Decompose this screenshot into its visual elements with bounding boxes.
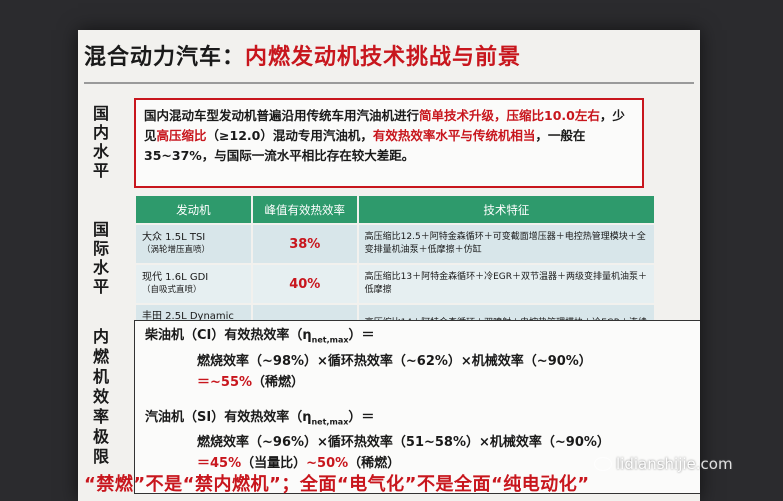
domestic-level-label: 国 内 水 平 bbox=[78, 96, 124, 188]
bottom-slogan: “禁燃”不是“禁内燃机”；全面“电气化”不是全面“纯电动化” bbox=[84, 474, 590, 495]
engine-type: （涡轮增压直喷） bbox=[142, 245, 211, 255]
title-divider bbox=[84, 82, 694, 84]
title-part1: 混合动力汽车： bbox=[84, 45, 246, 70]
wechat-icon bbox=[594, 457, 612, 471]
label-char: 内 bbox=[92, 327, 109, 346]
header-features: 技术特征 bbox=[357, 196, 657, 224]
si-heading: 汽油机（SI）有效热效率（ηnet,max）＝ bbox=[145, 409, 375, 427]
table-row: 大众 1.5L TSI （涡轮增压直喷） 38% 高压缩比12.5＋阿特金森循环＋… bbox=[136, 223, 657, 264]
label-char: 燃 bbox=[92, 347, 109, 366]
label-char: 平 bbox=[92, 277, 109, 296]
domestic-text: 国内混动车型发动机普遍沿用传统车用汽油机进行 bbox=[144, 108, 420, 123]
si-head-text: 汽油机（SI）有效热效率（η bbox=[145, 409, 312, 425]
table-row: 现代 1.6L GDI （自吸式直喷） 40% 高压缩比13＋阿特金森循环＋冷EG… bbox=[136, 263, 657, 304]
label-char: 内 bbox=[92, 123, 109, 142]
engine-name: 现代 1.6L GDI bbox=[142, 272, 209, 283]
slide: 混合动力汽车：内燃发动机技术挑战与前景 国 内 水 平 国内混动车型发动机普遍沿… bbox=[78, 30, 700, 501]
ci-equation: 燃烧效率（~98%）×循环热效率（~62%）×机械效率（~90%） bbox=[197, 353, 592, 369]
engine-type: （自吸式直喷） bbox=[142, 285, 202, 295]
spacer bbox=[145, 393, 700, 407]
label-char: 际 bbox=[92, 239, 109, 258]
label-char: 水 bbox=[92, 142, 109, 161]
label-char: 率 bbox=[92, 407, 109, 426]
watermark: lidianshijie.com bbox=[594, 452, 733, 476]
feature-cell: 高压缩比13＋阿特金森循环＋冷EGR＋双节温器＋两级变排量机油泵＋低摩擦 bbox=[357, 263, 657, 304]
ci-tail-text: ）＝ bbox=[348, 328, 375, 343]
ci-result-line: ＝~55%（稀燃） bbox=[145, 372, 700, 393]
si-subscript: net,max bbox=[311, 417, 349, 427]
label-char: 国 bbox=[92, 104, 109, 123]
label-char: 效 bbox=[92, 387, 109, 406]
header-efficiency: 峰值有效热效率 bbox=[251, 196, 359, 224]
feature-cell: 高压缩比12.5＋阿特金森循环＋可变截面增压器＋电控热管理模块＋全变排量机油泵＋… bbox=[357, 223, 657, 264]
label-char: 国 bbox=[92, 220, 109, 239]
engine-comparison-table: 发动机 峰值有效热效率 技术特征 大众 1.5L TSI （涡轮增压直喷） 38%… bbox=[136, 196, 657, 354]
ci-result: ＝~55% bbox=[197, 374, 253, 390]
label-char: 极 bbox=[92, 427, 109, 446]
domestic-highlight: 有效热效率水平与传统机相当 bbox=[372, 128, 536, 143]
label-char: 机 bbox=[92, 367, 109, 386]
domestic-text: ，少见 bbox=[144, 108, 625, 143]
engine-name: 大众 1.5L TSI bbox=[142, 232, 206, 243]
engine-cell: 大众 1.5L TSI （涡轮增压直喷） bbox=[136, 223, 253, 264]
domestic-summary-box: 国内混动车型发动机普遍沿用传统车用汽油机进行简单技术升级，压缩比10.0左右，少… bbox=[134, 98, 644, 188]
domestic-highlight: 高压缩比 bbox=[156, 128, 207, 143]
efficiency-cell: 38% bbox=[251, 223, 359, 264]
engine-cell: 现代 1.6L GDI （自吸式直喷） bbox=[136, 263, 253, 304]
ci-heading: 柴油机（CI）有效热效率（ηnet,max）＝ bbox=[145, 328, 375, 345]
efficiency-cell: 40% bbox=[251, 263, 359, 304]
si-tail-text: ）＝ bbox=[348, 409, 375, 425]
domestic-text: （≥12.0）混动专用汽油机， bbox=[206, 128, 373, 143]
slide-title: 混合动力汽车：内燃发动机技术挑战与前景 bbox=[84, 36, 694, 80]
si-equation: 燃烧效率（~96%）×循环热效率（51~58%）×机械效率（~90%） bbox=[197, 435, 610, 451]
label-char: 限 bbox=[92, 447, 109, 466]
ci-subscript: net,max bbox=[311, 335, 349, 345]
si-note-1: （当量比） bbox=[241, 456, 307, 472]
domestic-highlight: 简单技术升级，压缩比10.0左右 bbox=[419, 108, 600, 123]
international-level-label: 国 际 水 平 bbox=[78, 198, 124, 318]
header-engine: 发动机 bbox=[136, 196, 253, 224]
label-char: 平 bbox=[92, 161, 109, 180]
title-part2: 内燃发动机技术挑战与前景 bbox=[245, 45, 522, 70]
domestic-text: ，一般在35~37%，与国际一流水平相比存在较大差距。 bbox=[144, 128, 586, 163]
watermark-text: lidianshijie.com bbox=[616, 455, 733, 473]
si-result-1: ＝45% bbox=[197, 456, 242, 472]
si-result-2: ~50% bbox=[306, 456, 349, 472]
si-result-line: ＝45%（当量比）~50%（稀燃） bbox=[145, 453, 700, 474]
ice-efficiency-limit-label: 内 燃 机 效 率 极 限 bbox=[78, 322, 124, 472]
si-note-2: （稀燃） bbox=[348, 456, 401, 472]
table-header-row: 发动机 峰值有效热效率 技术特征 bbox=[136, 196, 657, 224]
ci-head-text: 柴油机（CI）有效热效率（η bbox=[145, 328, 312, 343]
ci-note: （稀燃） bbox=[252, 374, 305, 390]
label-char: 水 bbox=[92, 258, 109, 277]
